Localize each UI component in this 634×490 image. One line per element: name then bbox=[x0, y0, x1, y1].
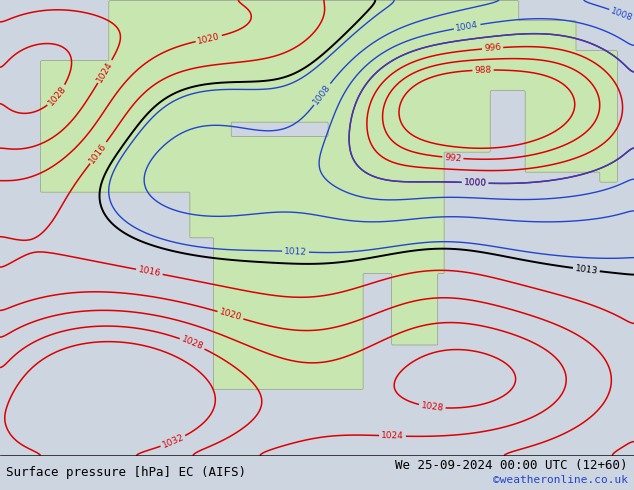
Text: 1016: 1016 bbox=[87, 141, 109, 165]
Text: 1020: 1020 bbox=[218, 308, 243, 323]
Text: 1028: 1028 bbox=[46, 84, 68, 107]
Text: 992: 992 bbox=[444, 153, 462, 163]
Text: 1028: 1028 bbox=[180, 335, 205, 352]
Text: 1024: 1024 bbox=[95, 59, 115, 84]
Text: Surface pressure [hPa] EC (AIFS): Surface pressure [hPa] EC (AIFS) bbox=[6, 466, 247, 479]
Text: 1032: 1032 bbox=[161, 433, 185, 450]
Text: 1013: 1013 bbox=[574, 264, 598, 275]
Text: 988: 988 bbox=[474, 65, 492, 75]
Text: 1000: 1000 bbox=[463, 178, 487, 188]
Text: 1028: 1028 bbox=[420, 401, 444, 413]
Text: 1008: 1008 bbox=[311, 82, 333, 106]
Text: ©weatheronline.co.uk: ©weatheronline.co.uk bbox=[493, 475, 628, 485]
Text: 1000: 1000 bbox=[463, 178, 487, 188]
Text: 1020: 1020 bbox=[197, 31, 221, 46]
Text: 1016: 1016 bbox=[137, 265, 162, 278]
Text: 1012: 1012 bbox=[284, 246, 307, 257]
Text: We 25-09-2024 00:00 UTC (12+60): We 25-09-2024 00:00 UTC (12+60) bbox=[395, 459, 628, 472]
Text: 1004: 1004 bbox=[455, 20, 479, 33]
Text: 1024: 1024 bbox=[381, 431, 404, 441]
Text: 996: 996 bbox=[484, 43, 501, 53]
Text: 1008: 1008 bbox=[609, 6, 634, 23]
